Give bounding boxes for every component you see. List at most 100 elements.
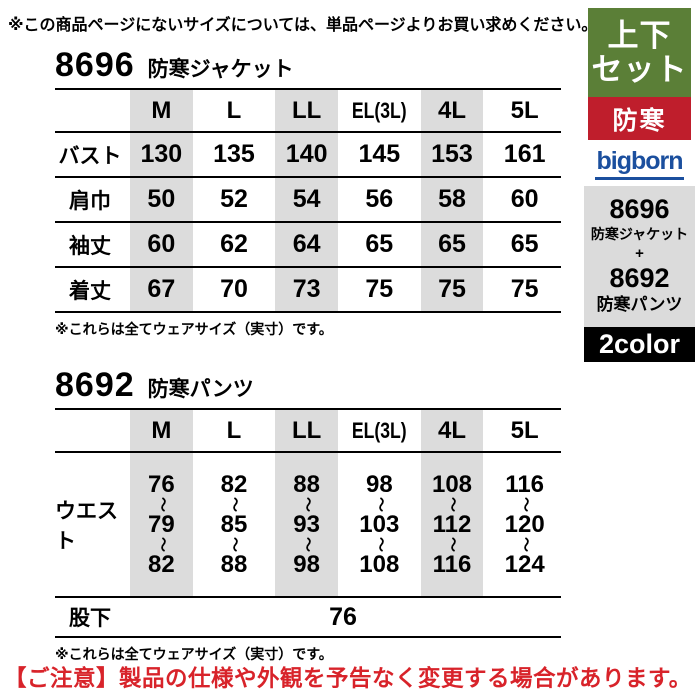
col-header-el3l: EL(3L) xyxy=(343,90,416,131)
waist-range-cell: 116 〜 120 〜 124 xyxy=(488,453,561,596)
col-header-l: L xyxy=(226,416,242,444)
top-note: ※この商品ページにないサイズについては、単品ページよりお買い求めください。 xyxy=(8,17,598,34)
table-row-waist: ウエスト 76 〜 79 〜 82 82 〜 85 〜 88 88 〜 xyxy=(55,453,561,598)
set-badge-line1: 上下 xyxy=(607,18,672,54)
set-name-jacket: 防寒ジャケット xyxy=(590,225,689,242)
cell-value: 73 xyxy=(270,268,343,311)
cell-value: 65 xyxy=(510,230,539,258)
range-tilde: 〜 xyxy=(444,496,462,513)
waist-min: 82 xyxy=(220,471,248,498)
cell-value: 62 xyxy=(220,230,248,258)
cell-value: 64 xyxy=(270,223,343,266)
col-header-el3l-label: EL(3L) xyxy=(351,97,407,123)
cell-value: 65 xyxy=(415,223,489,266)
header-empty-cell xyxy=(55,90,125,131)
cell-value: 75 xyxy=(510,275,539,303)
range-tilde: 〜 xyxy=(226,496,244,513)
waist-range-cell: 88 〜 93 〜 98 xyxy=(270,453,343,596)
waist-min: 76 xyxy=(147,471,175,498)
cell-value: 75 xyxy=(365,275,394,303)
table-row-bust: バスト 130 135 140 145 153 161 xyxy=(55,133,561,178)
section-title-8696: 8696 防寒ジャケット xyxy=(55,46,561,88)
range-tilde: 〜 xyxy=(153,496,171,513)
header-empty-cell xyxy=(55,410,125,451)
table-note-jacket: ※これらは全てウェアサイズ（実寸）です。 xyxy=(55,321,333,337)
color-count-badge: 2color xyxy=(584,326,695,362)
cell-value: 54 xyxy=(270,178,343,221)
section-title-8692: 8692 防寒パンツ xyxy=(55,366,561,408)
cell-value: 70 xyxy=(220,275,248,303)
product-code-8692: 8692 xyxy=(55,366,135,404)
waist-max: 108 xyxy=(359,551,400,578)
range-tilde: 〜 xyxy=(153,536,171,553)
col-header-5l: 5L xyxy=(510,96,539,124)
waist-mid: 112 xyxy=(432,511,472,538)
set-name-pants: 防寒パンツ xyxy=(596,294,683,314)
range-tilde: 〜 xyxy=(517,496,535,513)
cell-value: 58 xyxy=(415,178,489,221)
waist-mid: 93 xyxy=(293,511,320,538)
col-header-el3l-label: EL(3L) xyxy=(351,417,407,443)
range-tilde: 〜 xyxy=(226,536,244,553)
waist-range-cell: 108 〜 112 〜 116 xyxy=(415,453,489,596)
product-name-jacket: 防寒ジャケット xyxy=(147,58,294,81)
cell-value: 60 xyxy=(125,223,198,266)
waist-range-cell: 98 〜 103 〜 108 xyxy=(343,453,416,596)
product-set-box: 8696 防寒ジャケット + 8692 防寒パンツ xyxy=(584,186,695,327)
cell-value: 130 xyxy=(125,133,198,176)
brand-logo-text: bigborn xyxy=(595,147,684,180)
col-header-ll: LL xyxy=(270,410,343,451)
cell-value: 60 xyxy=(510,185,539,213)
waist-max: 124 xyxy=(504,551,545,578)
table-header-row: M L LL EL(3L) 4L 5L xyxy=(55,410,561,453)
cell-value: 75 xyxy=(415,268,489,311)
col-header-ll: LL xyxy=(270,90,343,131)
product-code-8696: 8696 xyxy=(55,46,135,84)
waist-max: 116 xyxy=(432,551,472,578)
col-header-el3l: EL(3L) xyxy=(343,410,416,451)
cell-value: 140 xyxy=(270,133,343,176)
table-row-length: 着丈 67 70 73 75 75 75 xyxy=(55,268,561,311)
waist-range-cell: 82 〜 85 〜 88 xyxy=(198,453,271,596)
cell-value: 161 xyxy=(503,140,546,168)
range-tilde: 〜 xyxy=(371,536,389,553)
table-row-sleeve: 袖丈 60 62 64 65 65 65 xyxy=(55,223,561,268)
waist-min: 108 xyxy=(431,471,473,498)
table-note-pants: ※これらは全てウェアサイズ（実寸）です。 xyxy=(55,646,333,662)
brand-logo: bigborn xyxy=(584,147,695,180)
sidebar: 上下 セット 防寒 bigborn 8696 防寒ジャケット + 8692 防寒… xyxy=(584,8,695,362)
product-name-pants: 防寒パンツ xyxy=(147,378,254,401)
table-header-row: M L LL EL(3L) 4L 5L xyxy=(55,90,561,133)
range-tilde: 〜 xyxy=(371,496,389,513)
cell-value: 135 xyxy=(213,140,255,168)
waist-mid: 103 xyxy=(359,511,400,538)
row-label: 股下 xyxy=(69,607,111,630)
col-header-m: M xyxy=(125,410,198,451)
waist-mid: 79 xyxy=(147,511,175,538)
waist-min: 116 xyxy=(505,471,545,498)
waist-mid: 120 xyxy=(504,511,545,538)
cell-value: 50 xyxy=(125,178,198,221)
set-code-jacket: 8696 xyxy=(609,194,670,224)
table-row-inseam: 股下 76 xyxy=(55,598,561,636)
table-row-shoulder: 肩巾 50 52 54 56 58 60 xyxy=(55,178,561,223)
inseam-value: 76 xyxy=(329,602,357,631)
range-tilde: 〜 xyxy=(299,536,317,553)
row-label: 着丈 xyxy=(69,279,111,303)
waist-range-cell: 76 〜 79 〜 82 xyxy=(125,453,198,596)
waist-min: 88 xyxy=(293,471,320,498)
col-header-4l: 4L xyxy=(415,90,489,131)
waist-mid: 85 xyxy=(220,511,248,538)
size-table-jacket: M L LL EL(3L) 4L 5L バスト 130 135 140 145 … xyxy=(55,88,561,313)
row-label: ウエスト xyxy=(55,499,118,553)
range-tilde: 〜 xyxy=(299,496,317,513)
cell-value: 52 xyxy=(220,185,248,213)
col-header-l: L xyxy=(226,96,242,124)
col-header-5l: 5L xyxy=(510,416,539,444)
col-header-m: M xyxy=(125,90,198,131)
set-badge-line2: セット xyxy=(591,51,688,87)
row-label: 袖丈 xyxy=(69,234,111,258)
cell-value: 65 xyxy=(365,230,394,258)
range-tilde: 〜 xyxy=(444,536,462,553)
plus-sign: + xyxy=(635,244,644,262)
